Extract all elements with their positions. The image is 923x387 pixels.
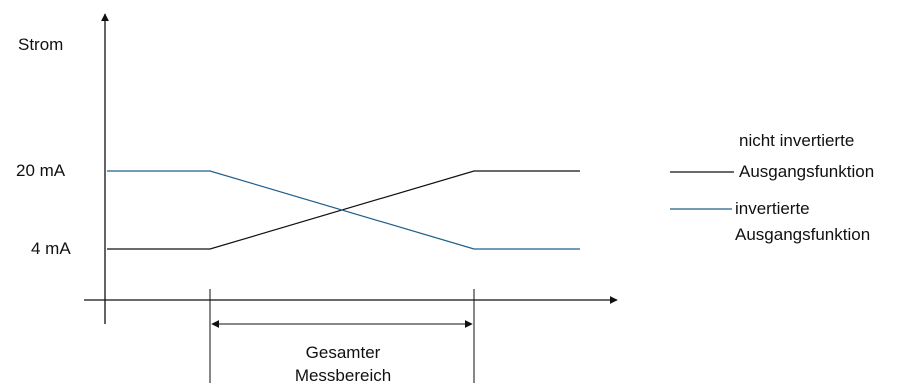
legend-label-inverted-line-1: invertierte [735, 199, 810, 218]
y-axis-label: Strom [18, 35, 63, 54]
legend-label-non-inverted-line-1: nicht invertierte [739, 131, 854, 150]
range-label-line-1: Gesamter [306, 343, 381, 362]
legend-label-non-inverted-line-2: Ausgangsfunktion [739, 162, 874, 181]
y-tick-label-20ma: 20 mA [16, 161, 66, 180]
range-label-line-2: Messbereich [295, 366, 391, 385]
y-tick-label-4ma: 4 mA [31, 239, 71, 258]
inverted-output-line [107, 170, 580, 250]
legend-label-inverted-line-2: Ausgangsfunktion [735, 225, 870, 244]
